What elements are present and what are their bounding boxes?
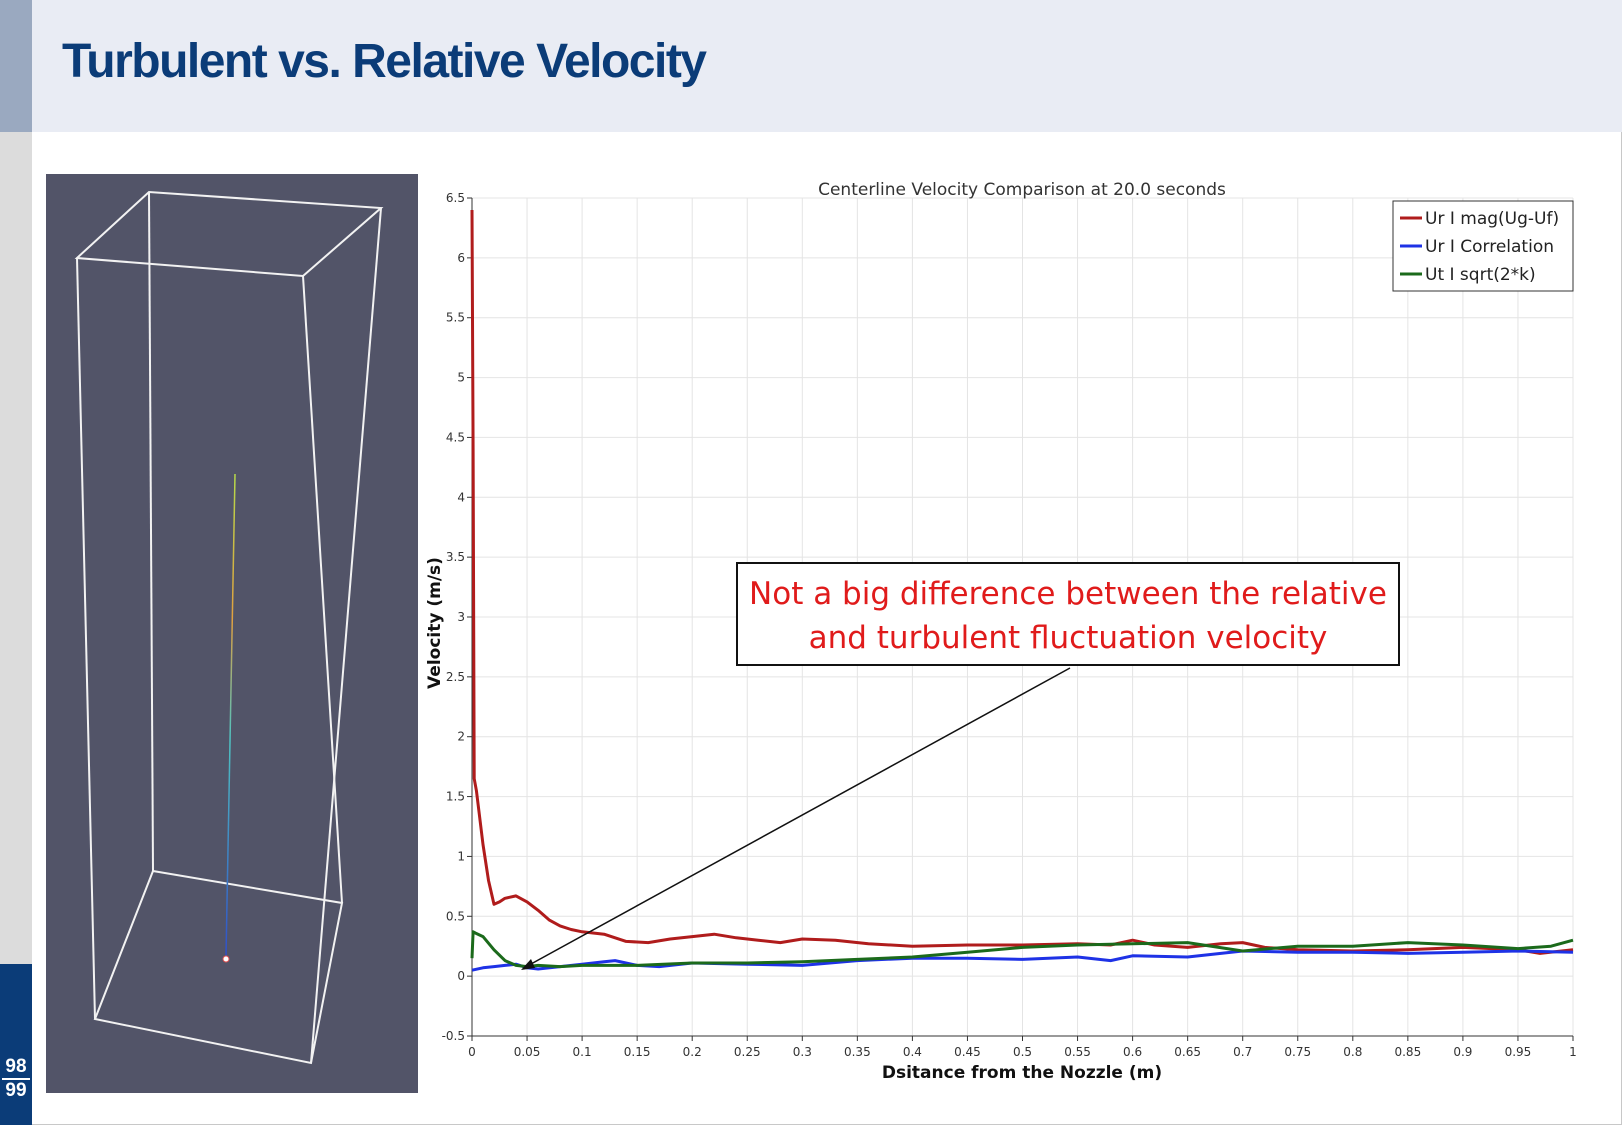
arrow-line (530, 667, 1071, 965)
legend-label-2: Ur I Correlation (1425, 237, 1554, 257)
centerline-jet (225, 473, 236, 957)
x-tick-label: 0.05 (514, 1045, 541, 1059)
slide-title: Turbulent vs. Relative Velocity (62, 35, 707, 88)
left-accent-bar-top (0, 0, 32, 132)
y-tick-label: 5 (457, 371, 465, 385)
y-tick-label: 2.5 (446, 670, 465, 684)
box-edge (310, 207, 382, 1064)
x-tick-label: 0 (468, 1045, 476, 1059)
y-tick-label: 5.5 (446, 311, 465, 325)
legend-label-3: Ut I sqrt(2*k) (1425, 265, 1536, 285)
page-total: 99 (5, 1080, 27, 1101)
x-tick-label: 0.35 (844, 1045, 871, 1059)
legend-box (1392, 200, 1574, 292)
x-tick-label: 0.5 (1013, 1045, 1032, 1059)
y-tick-label: 2 (457, 730, 465, 744)
x-tick-label: 1 (1569, 1045, 1577, 1059)
box-edge (76, 257, 96, 1020)
y-tick-label: 4.5 (446, 430, 465, 444)
x-tick-label: 0.8 (1343, 1045, 1362, 1059)
legend-label-1: Ur I mag(Ug-Uf) (1425, 209, 1559, 229)
y-axis-label: Velocity (m/s) (425, 557, 445, 689)
domain-wireframe (74, 190, 384, 1065)
callout-text: Not a big difference between the relativ… (738, 572, 1398, 660)
x-tick-label: 0.55 (1064, 1045, 1091, 1059)
box-edge (302, 275, 343, 904)
y-tick-label: 3.5 (446, 550, 465, 564)
page-current: 98 (2, 1056, 30, 1080)
x-tick-label: 0.1 (573, 1045, 592, 1059)
title-banner (32, 0, 1622, 132)
legend-items: Ur I mag(Ug-Uf) Ur I Correlation Ut I sqrt… (1400, 209, 1559, 285)
x-tick-label: 0.3 (793, 1045, 812, 1059)
series-line-1 (470, 209, 1574, 955)
callout-line-1: Not a big difference between the relativ… (749, 576, 1387, 612)
x-tick-label: 0.75 (1284, 1045, 1311, 1059)
annotation-arrow (521, 667, 1071, 970)
y-tick-label: 0 (457, 969, 465, 983)
left-accent-bar-bottom (0, 964, 32, 1125)
x-tick-label: 0.2 (683, 1045, 702, 1059)
x-tick-label: 0.4 (903, 1045, 922, 1059)
x-tick-label: 0.95 (1505, 1045, 1532, 1059)
series-line-3 (470, 930, 1574, 969)
nozzle-marker (222, 955, 230, 963)
page-number: 98 99 (2, 1056, 30, 1102)
x-tick-label: 0.15 (624, 1045, 651, 1059)
box-edge (148, 191, 154, 872)
arrow-head (521, 959, 535, 970)
left-accent-bar-middle (0, 132, 32, 964)
y-tick-label: -0.5 (442, 1029, 465, 1043)
annotation-callout: Not a big difference between the relativ… (736, 562, 1400, 666)
x-tick-label: 0.65 (1174, 1045, 1201, 1059)
x-tick-label: 0.85 (1394, 1045, 1421, 1059)
3d-domain-viewport[interactable] (46, 174, 418, 1093)
y-tick-label: 4 (457, 490, 465, 504)
x-tick-label: 0.7 (1233, 1045, 1252, 1059)
ticks: 0 0.05 0.1 0.15 0.2 0.25 0.3 0.35 0.4 0.45 0.5 0.55… (442, 191, 1577, 1059)
x-tick-label: 0.6 (1123, 1045, 1142, 1059)
chart-title: Centerline Velocity Comparison at 20.0 s… (818, 180, 1226, 200)
box-top-face (74, 190, 384, 278)
y-tick-label: 3 (457, 610, 465, 624)
y-tick-label: 6.5 (446, 191, 465, 205)
x-tick-label: 0.25 (734, 1045, 761, 1059)
y-tick-label: 1.5 (446, 790, 465, 804)
legend: Ur I mag(Ug-Uf) Ur I Correlation Ut I sqrt… (1392, 200, 1574, 292)
box-bottom-face (93, 869, 344, 1065)
x-tick-label: 0.45 (954, 1045, 981, 1059)
y-tick-label: 1 (457, 849, 465, 863)
x-tick-label: 0.9 (1453, 1045, 1472, 1059)
y-tick-label: 6 (457, 251, 465, 265)
y-tick-label: 0.5 (446, 909, 465, 923)
callout-line-2: and turbulent fluctuation velocity (808, 620, 1328, 656)
x-axis-label: Dsitance from the Nozzle (m) (882, 1063, 1162, 1083)
